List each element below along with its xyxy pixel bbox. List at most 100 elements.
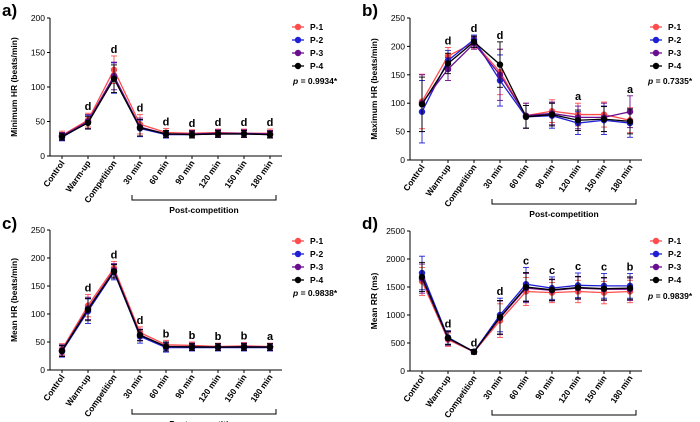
- legend-marker: [652, 276, 660, 284]
- legend-label: P-1: [310, 22, 324, 32]
- y-tick-label: 150: [391, 70, 405, 80]
- significance-label: d: [163, 116, 170, 128]
- x-tick-label: 90 min: [173, 372, 197, 400]
- legend-marker: [652, 263, 660, 271]
- data-point: [574, 117, 582, 124]
- chart-panel-d: d) 0 500 1000 1500 2000 2500 Mean RR (ms) Contro…: [362, 214, 693, 422]
- y-tick-label: 2500: [386, 226, 405, 236]
- data-point: [574, 284, 582, 291]
- series-p-4: [58, 264, 274, 358]
- post-competition-label: Post-competition: [169, 205, 238, 215]
- data-point: [58, 347, 66, 355]
- post-competition-bracket: [491, 199, 637, 205]
- legend-label: P-1: [668, 236, 682, 246]
- significance-label: b: [163, 328, 170, 340]
- y-tick-label: 0: [400, 366, 405, 376]
- y-axis-title: Minimum HR (beats/min): [9, 37, 19, 137]
- data-point: [162, 343, 170, 350]
- p-value-text: = 0.9838*: [298, 288, 338, 298]
- y-tick-label: 500: [391, 338, 405, 348]
- x-tick-label: 30 min: [481, 373, 505, 401]
- legend-marker: [294, 23, 302, 31]
- data-point: [418, 273, 426, 281]
- data-point: [496, 61, 504, 68]
- x-tick-label: 150 min: [582, 373, 608, 405]
- significance-label: d: [445, 36, 452, 48]
- y-axis-title: Mean HR (beats/min): [9, 258, 19, 342]
- data-point: [58, 133, 66, 140]
- legend-label: P-4: [310, 61, 324, 71]
- legend-label: P-4: [668, 61, 682, 71]
- legend-marker: [294, 263, 302, 271]
- p-value-annotation: p = 0.7335*: [647, 76, 693, 86]
- data-point: [600, 115, 608, 123]
- panel-letter: c): [2, 214, 17, 233]
- x-tick-label: 60 min: [507, 373, 531, 401]
- significance-label: a: [267, 331, 274, 343]
- x-tick-label: 120 min: [196, 372, 222, 404]
- legend-marker: [294, 36, 302, 44]
- significance-label: c: [549, 265, 555, 277]
- x-tick-label: 90 min: [173, 158, 197, 186]
- legend-label: P-3: [668, 48, 682, 58]
- significance-label: d: [111, 44, 118, 56]
- legend-marker: [652, 23, 660, 31]
- y-tick-label: 1000: [386, 310, 405, 320]
- data-point: [188, 343, 196, 351]
- y-tick-label: 150: [31, 48, 45, 58]
- significance-label: d: [497, 286, 504, 298]
- legend-marker: [294, 62, 302, 70]
- data-point: [110, 75, 118, 82]
- y-tick-label: 250: [391, 13, 405, 23]
- legend-item: P-4: [292, 61, 324, 71]
- y-tick-label: 50: [36, 117, 46, 127]
- p-value-text: = 0.9934*: [298, 76, 338, 86]
- legend-label: P-4: [668, 275, 682, 285]
- post-competition-bracket: [491, 410, 637, 416]
- data-point: [162, 130, 170, 138]
- y-tick-label: 100: [31, 82, 45, 92]
- p-value-annotation: p = 0.9934*: [292, 76, 338, 86]
- legend-label: P-2: [310, 35, 324, 45]
- significance-label: b: [627, 262, 634, 274]
- legend-item: P-3: [650, 262, 682, 272]
- legend-item: P-3: [292, 262, 324, 272]
- legend-item: P-2: [292, 249, 324, 259]
- legend-item: P-1: [292, 22, 324, 32]
- significance-label: d: [189, 118, 196, 130]
- data-point: [444, 334, 452, 342]
- legend-item: P-2: [650, 249, 682, 259]
- y-tick-label: 150: [31, 281, 45, 291]
- data-point: [522, 283, 530, 291]
- y-tick-label: 0: [40, 365, 45, 375]
- y-tick-label: 50: [396, 127, 406, 137]
- p-value-symbol: p: [292, 288, 298, 298]
- y-tick-label: 100: [31, 309, 45, 319]
- significance-label: d: [137, 315, 144, 327]
- data-point: [214, 343, 222, 351]
- x-tick-label: 30 min: [481, 162, 505, 190]
- panel-letter: a): [2, 1, 17, 20]
- chart-panel-b: b) 0 50 100 150 200 250 Maximum HR (beats/min) C…: [362, 1, 693, 219]
- data-point: [240, 130, 248, 138]
- p-value-text: = 0.7335*: [653, 76, 693, 86]
- data-point: [240, 343, 248, 351]
- legend-label: P-3: [310, 262, 324, 272]
- legend-item: P-1: [650, 236, 682, 246]
- x-tick-label: 90 min: [533, 162, 557, 190]
- series-p-4: [418, 35, 634, 135]
- x-tick-label: 90 min: [533, 373, 557, 401]
- x-tick-label: Control: [401, 162, 427, 192]
- p-value-annotation: p = 0.9839*: [647, 291, 693, 301]
- post-competition-bracket: [131, 409, 277, 415]
- x-tick-label: Control: [41, 372, 67, 402]
- x-tick-label: 30 min: [121, 372, 145, 400]
- significance-label: d: [497, 30, 504, 42]
- p-value-symbol: p: [647, 76, 653, 86]
- legend-marker: [652, 250, 660, 258]
- legend-label: P-2: [668, 35, 682, 45]
- legend-item: P-4: [650, 275, 682, 285]
- data-point: [84, 119, 92, 127]
- significance-label: b: [215, 331, 222, 343]
- y-axis-title: Mean RR (ms): [369, 273, 379, 330]
